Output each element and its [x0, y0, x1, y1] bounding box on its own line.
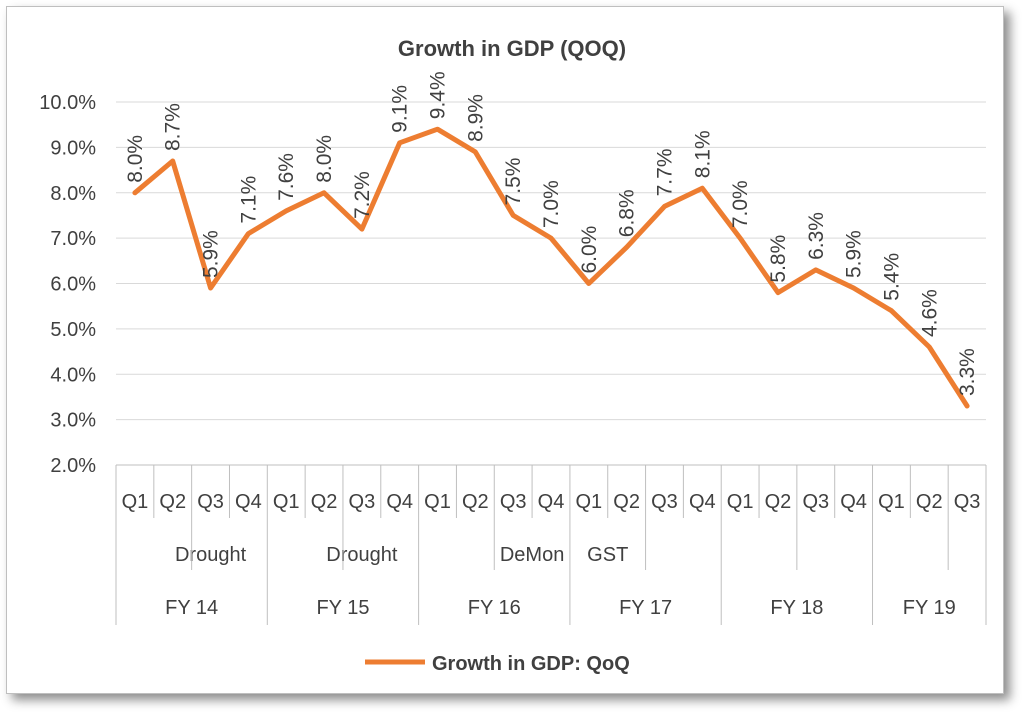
- chart-title: Growth in GDP (QOQ): [398, 36, 626, 61]
- data-label: 6.3%: [805, 212, 828, 260]
- data-label: 7.2%: [351, 171, 374, 219]
- y-tick-label: 8.0%: [50, 183, 96, 205]
- y-tick-label: 4.0%: [50, 364, 96, 386]
- x-tick-label: Q2: [159, 491, 186, 513]
- x-tick-label: Q4: [538, 491, 565, 513]
- x-tick-label: Q1: [727, 491, 754, 513]
- fiscal-year-label: FY 17: [619, 597, 672, 619]
- fiscal-year-label: FY 19: [903, 597, 956, 619]
- event-label: DeMon: [500, 544, 564, 566]
- legend: Growth in GDP: QoQ: [365, 653, 630, 675]
- data-label: 6.0%: [578, 226, 601, 274]
- y-tick-label: 2.0%: [50, 455, 96, 477]
- x-tick-label: Q3: [954, 491, 981, 513]
- data-label: 5.9%: [843, 230, 866, 278]
- fiscal-year-label: FY 18: [770, 597, 823, 619]
- x-tick-label: Q3: [349, 491, 376, 513]
- x-tick-label: Q3: [651, 491, 678, 513]
- data-label: 8.1%: [691, 130, 714, 178]
- x-tick-label: Q3: [500, 491, 527, 513]
- data-label: 5.4%: [880, 253, 903, 301]
- y-tick-label: 7.0%: [50, 228, 96, 250]
- y-tick-label: 9.0%: [50, 137, 96, 159]
- data-label: 7.7%: [653, 148, 676, 196]
- x-tick-label: Q4: [689, 491, 716, 513]
- chart-frame: [6, 6, 1004, 694]
- fiscal-year-label: FY 16: [468, 597, 521, 619]
- data-label: 5.8%: [767, 235, 790, 283]
- data-label: 8.7%: [162, 103, 185, 151]
- data-label: 7.0%: [729, 180, 752, 228]
- data-label: 7.5%: [502, 158, 525, 206]
- x-tick-label: Q2: [462, 491, 489, 513]
- gridlines: [116, 101, 986, 466]
- y-tick-label: 3.0%: [50, 410, 96, 432]
- x-tick-label: Q1: [424, 491, 451, 513]
- data-label: 7.1%: [237, 176, 260, 224]
- x-tick-label: Q2: [613, 491, 640, 513]
- data-label: 6.8%: [616, 189, 639, 237]
- data-label: 3.3%: [956, 348, 979, 396]
- data-label: 4.6%: [918, 289, 941, 337]
- x-tick-label: Q1: [878, 491, 905, 513]
- data-label: 8.0%: [124, 135, 147, 183]
- x-tick-label: Q2: [311, 491, 338, 513]
- event-label: Drought: [175, 544, 247, 566]
- x-tick-label: Q4: [840, 491, 867, 513]
- data-label: 8.0%: [313, 135, 336, 183]
- data-label: 5.9%: [200, 230, 223, 278]
- x-tick-label: Q3: [197, 491, 224, 513]
- legend-label: Growth in GDP: QoQ: [432, 653, 630, 675]
- event-label: Drought: [326, 544, 398, 566]
- x-tick-label: Q3: [802, 491, 829, 513]
- x-tick-label: Q1: [575, 491, 602, 513]
- data-labels: 8.0% 8.7% 5.9% 7.1% 7.6% 8.0% 7.2% 9.1% 9.4% 8.9%…: [124, 71, 979, 396]
- x-tick-label: Q2: [916, 491, 943, 513]
- x-tick-label: Q1: [122, 491, 149, 513]
- fiscal-year-label: FY 15: [316, 597, 369, 619]
- x-tick-label: Q4: [386, 491, 413, 513]
- fiscal-year-label: FY 14: [165, 597, 218, 619]
- x-tick-label: Q4: [235, 491, 262, 513]
- data-label: 7.6%: [275, 153, 298, 201]
- data-label: 8.9%: [464, 94, 487, 142]
- y-tick-label: 6.0%: [50, 274, 96, 296]
- y-axis-ticks: 2.0% 3.0% 4.0% 5.0% 6.0% 7.0% 8.0% 9.0% 10.0%: [39, 92, 96, 477]
- x-tick-label: Q2: [765, 491, 792, 513]
- event-label: GST: [587, 544, 628, 566]
- data-label: 9.4%: [427, 71, 450, 119]
- x-axis: Q1 Q2 Q3 Q4 Q1 Q2 Q3 Q4 Q1 Q2 Q3 Q4 Q1 Q2 Q3 Q4 Q1 Q2 Q3 Q4…: [115, 464, 987, 625]
- data-label: 9.1%: [389, 85, 412, 133]
- x-tick-label: Q1: [273, 491, 300, 513]
- y-tick-label: 10.0%: [39, 92, 96, 114]
- data-label: 7.0%: [540, 180, 563, 228]
- y-tick-label: 5.0%: [50, 319, 96, 341]
- series-line: [132, 126, 970, 409]
